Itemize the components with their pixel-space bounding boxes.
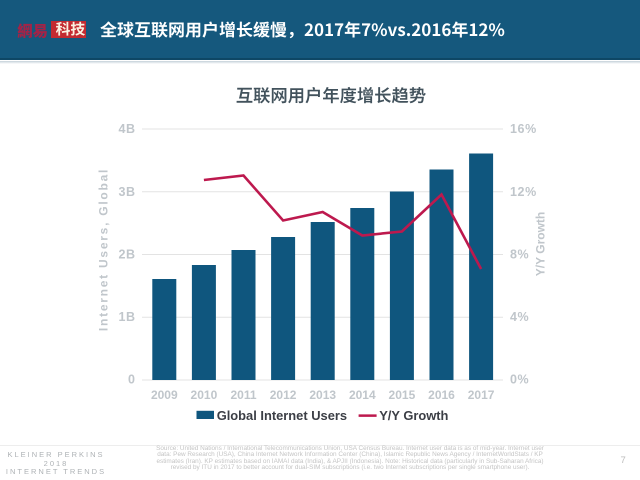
svg-text:1B: 1B <box>119 310 136 324</box>
svg-text:0%: 0% <box>510 372 529 386</box>
svg-text:Y/Y Growth: Y/Y Growth <box>379 408 448 423</box>
svg-text:3B: 3B <box>119 185 136 199</box>
svg-text:2B: 2B <box>119 248 136 262</box>
svg-text:12%: 12% <box>510 185 537 199</box>
svg-text:2009: 2009 <box>151 388 178 402</box>
svg-text:2015: 2015 <box>389 388 416 402</box>
svg-text:8%: 8% <box>510 248 529 262</box>
svg-text:4B: 4B <box>119 122 136 136</box>
svg-text:2010: 2010 <box>191 388 218 402</box>
svg-text:0: 0 <box>128 372 135 386</box>
svg-text:Internet Users, Global: Internet Users, Global <box>96 168 110 331</box>
svg-text:2014: 2014 <box>349 388 376 402</box>
svg-text:4%: 4% <box>510 310 529 324</box>
svg-text:2012: 2012 <box>270 388 297 402</box>
svg-text:Global Internet Users: Global Internet Users <box>217 408 347 423</box>
svg-text:2016: 2016 <box>428 388 455 402</box>
svg-text:Y/Y Growth: Y/Y Growth <box>534 212 548 276</box>
svg-text:16%: 16% <box>510 122 537 136</box>
svg-text:2011: 2011 <box>230 388 256 402</box>
svg-text:2013: 2013 <box>309 388 336 402</box>
svg-text:2017: 2017 <box>468 388 495 402</box>
